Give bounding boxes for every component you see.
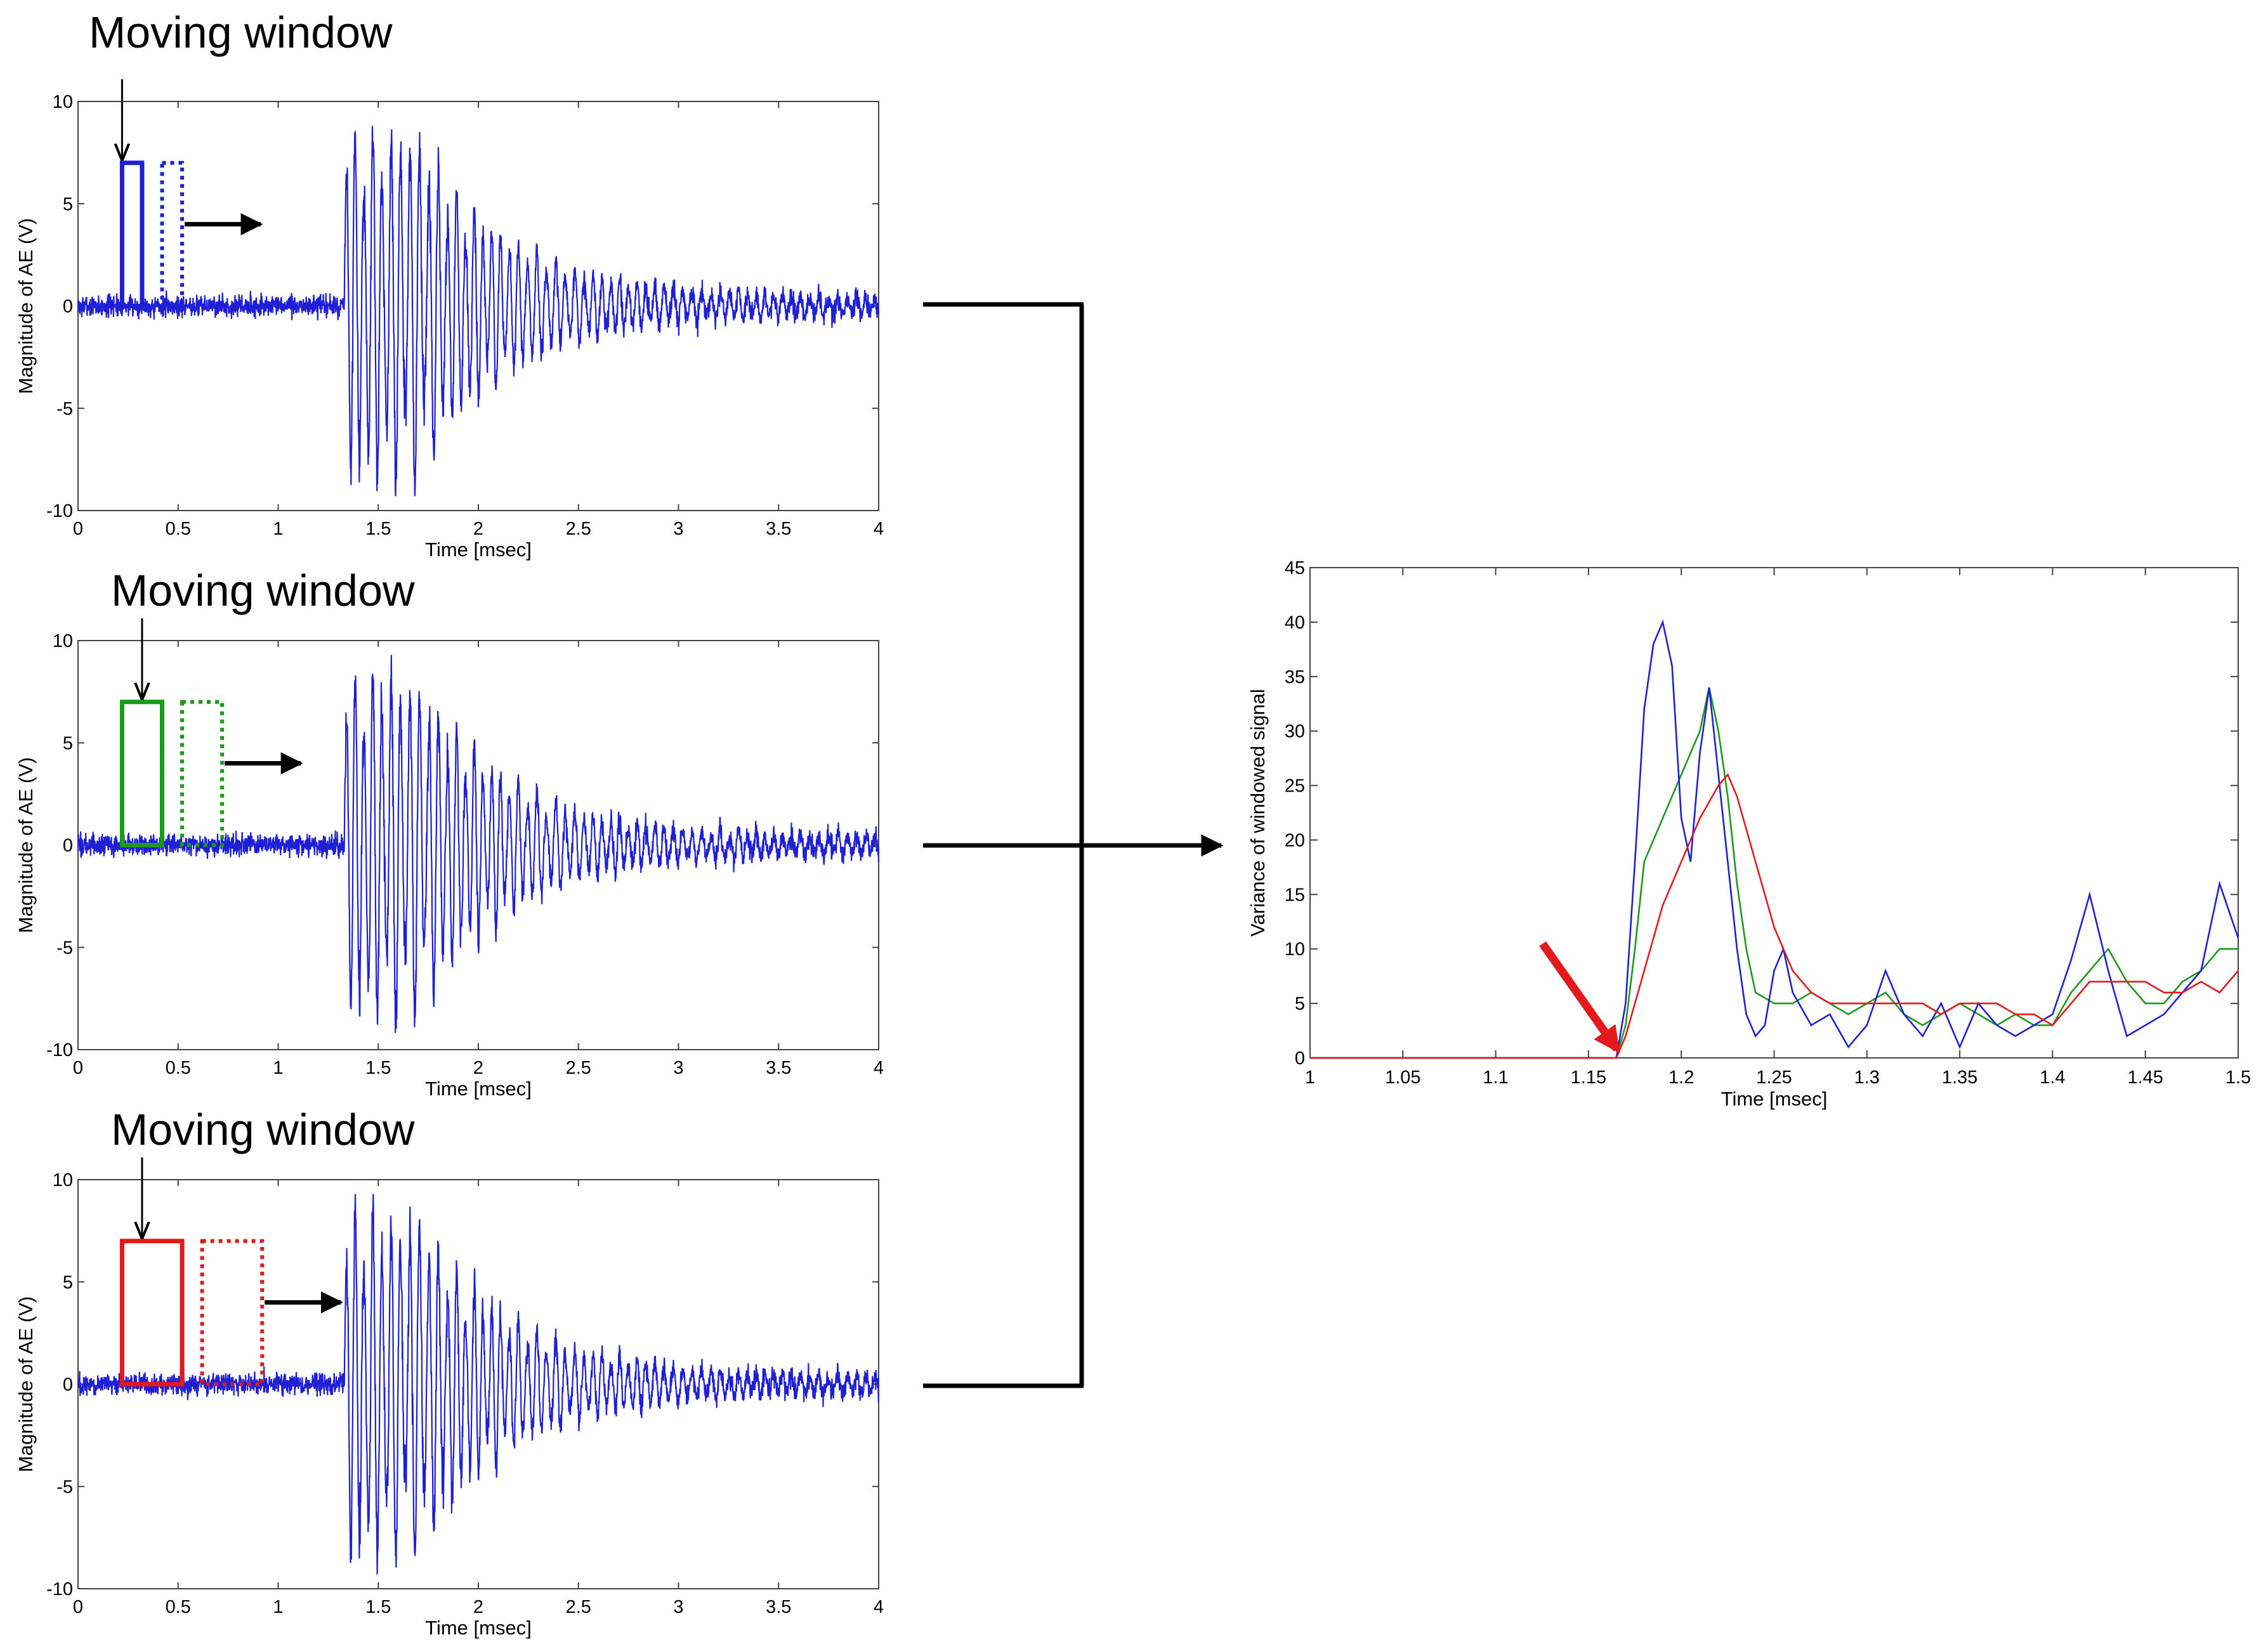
current-window-box: [119, 160, 145, 308]
panel-2-label: Moving window: [111, 566, 415, 615]
x-tick-label: 1.2: [1668, 1067, 1694, 1088]
y-tick-label: 35: [1285, 667, 1305, 688]
y-tick-label: 0: [1295, 1048, 1305, 1069]
variance-panel: 1 1.05 1.1 1.15 1.2 1.25 1.3 1.35 1.4 1.45 1.5 0 5 10…: [1247, 558, 2251, 1110]
y-axis-label: Magnitude of AE (V): [15, 757, 37, 933]
x-tick-label: 0.5: [166, 519, 191, 539]
y-tick-label: 30: [1285, 722, 1305, 742]
x-tick-label: 2: [473, 1058, 483, 1078]
y-tick-label: 10: [53, 631, 73, 651]
y-tick-label: -5: [56, 399, 73, 419]
x-tick-label: 1.3: [1854, 1067, 1880, 1088]
y-tick-label: 40: [1285, 613, 1305, 633]
y-tick-label: 5: [63, 1272, 73, 1293]
y-tick-label: 15: [1285, 885, 1305, 905]
current-window-box: [119, 700, 165, 847]
panel-1-plot: 0 0.5 1 1.5 2 2.5 3 3.5 4 -10 -5 0 5 10 Time [msec] Mag…: [15, 79, 884, 561]
y-tick-label: -10: [46, 501, 73, 521]
current-window-box: [119, 1239, 185, 1386]
x-tick-label: 4: [874, 519, 884, 539]
x-axis-label: Time [msec]: [425, 538, 532, 561]
x-tick-label: 2.5: [566, 519, 591, 539]
x-tick-label: 3.5: [766, 1597, 791, 1617]
x-tick-label: 3: [673, 519, 683, 539]
y-tick-label: 10: [53, 1170, 73, 1190]
x-tick-label: 3: [673, 1597, 683, 1617]
ae-signal-line: [77, 126, 880, 497]
next-window-box: [160, 160, 185, 308]
x-tick-label: 1.05: [1385, 1067, 1420, 1088]
y-tick-label: 0: [63, 836, 73, 856]
y-tick-label: 10: [1285, 939, 1305, 960]
y-tick-label: 0: [63, 1375, 73, 1395]
ae-signal-line: [77, 1194, 880, 1575]
x-tick-label: 4: [874, 1597, 884, 1617]
waveform-panel-1: Moving window 0 0.5 1 1.5 2 2.5 3 3.5 4 -10 -5 0 5 10…: [15, 8, 884, 561]
x-tick-label: 1.1: [1483, 1067, 1508, 1088]
x-tick-label: 1: [273, 1058, 283, 1078]
x-tick-label: 0.5: [166, 1597, 191, 1617]
y-axis-label: Magnitude of AE (V): [15, 1296, 37, 1472]
x-tick-label: 3.5: [766, 519, 791, 539]
connector-lines: [923, 302, 1224, 1388]
y-tick-label: -10: [46, 1040, 73, 1060]
plot-frame: [1309, 567, 2239, 1059]
panel-3-plot: 0 0.5 1 1.5 2 2.5 3 3.5 4 -10 -5 0 5 10 Time [msec] Mag…: [15, 1157, 884, 1639]
y-axis-label: Magnitude of AE (V): [15, 218, 37, 394]
x-tick-label: 4: [874, 1058, 884, 1078]
x-axis-label: Time [msec]: [1721, 1088, 1828, 1110]
y-tick-label: 45: [1285, 558, 1305, 578]
y-tick-label: 5: [63, 733, 73, 753]
y-tick-label: 0: [63, 297, 73, 317]
variance-plot: 1 1.05 1.1 1.15 1.2 1.25 1.3 1.35 1.4 1.45 1.5 0 5 10…: [1247, 558, 2251, 1110]
y-tick-label: 20: [1285, 830, 1305, 851]
x-tick-label: 1.15: [1571, 1067, 1606, 1088]
x-tick-label: 0: [73, 1597, 83, 1617]
x-tick-label: 2.5: [566, 1597, 591, 1617]
variance-series-line: [1310, 619, 2239, 1059]
y-tick-label: -5: [56, 938, 73, 958]
waveform-panel-3: Moving window 0 0.5 1 1.5 2 2.5 3 3.5 4 -10 -5 0 5 10…: [15, 1105, 884, 1639]
y-tick-label: -5: [56, 1477, 73, 1497]
next-window-box: [180, 700, 225, 847]
x-tick-label: 2: [473, 1597, 483, 1617]
x-axis-label: Time [msec]: [425, 1617, 532, 1639]
y-tick-label: 10: [53, 92, 73, 112]
x-tick-label: 1.25: [1756, 1067, 1792, 1088]
panel-2-plot: 0 0.5 1 1.5 2 2.5 3 3.5 4 -10 -5 0 5 10 Time [msec] Mag…: [15, 618, 884, 1100]
x-tick-label: 3.5: [766, 1058, 791, 1078]
x-tick-label: 0: [73, 519, 83, 539]
x-tick-label: 1: [273, 519, 283, 539]
x-tick-label: 2: [473, 519, 483, 539]
x-tick-label: 1.5: [365, 1058, 391, 1078]
y-tick-label: -10: [46, 1579, 73, 1600]
variance-series-line: [1310, 772, 2239, 1059]
panel-3-label: Moving window: [111, 1105, 415, 1154]
panel-1-label: Moving window: [89, 8, 393, 57]
x-tick-label: 1.5: [2225, 1067, 2251, 1088]
y-tick-label: 5: [63, 194, 73, 214]
x-tick-label: 0: [73, 1058, 83, 1078]
x-tick-label: 1: [273, 1597, 283, 1617]
x-tick-label: 1.5: [365, 1597, 391, 1617]
ae-signal-line: [77, 655, 880, 1033]
x-tick-label: 1.45: [2127, 1067, 2163, 1088]
next-window-box: [200, 1239, 265, 1386]
x-axis-label: Time [msec]: [425, 1078, 532, 1100]
y-tick-label: 25: [1285, 776, 1305, 797]
x-tick-label: 3: [673, 1058, 683, 1078]
y-axis-label: Variance of windowed signal: [1247, 689, 1269, 937]
x-tick-label: 1: [1305, 1067, 1315, 1088]
x-tick-label: 2.5: [566, 1058, 591, 1078]
waveform-panel-2: Moving window 0 0.5 1 1.5 2 2.5 3 3.5 4 -10 -5 0 5 10…: [15, 566, 884, 1100]
x-tick-label: 1.5: [365, 519, 391, 539]
x-tick-label: 0.5: [166, 1058, 191, 1078]
x-tick-label: 1.4: [2040, 1067, 2065, 1088]
y-tick-label: 5: [1295, 994, 1305, 1014]
x-tick-label: 1.35: [1942, 1067, 1977, 1088]
onset-arrow: [1539, 941, 1620, 1053]
